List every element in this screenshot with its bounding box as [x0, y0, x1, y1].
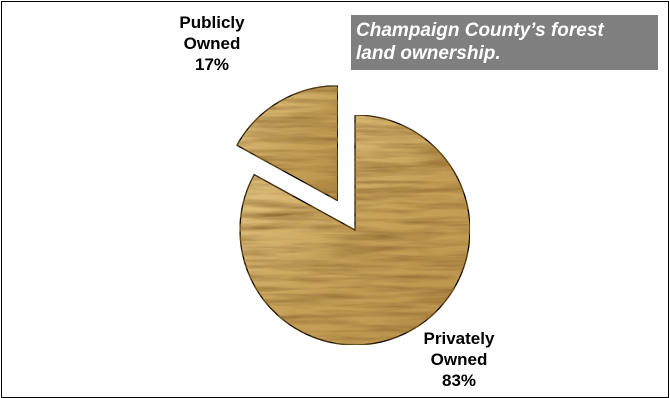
chart-title: Champaign County’s forest land ownership… — [351, 15, 658, 70]
slice-label-public-line-2: Owned — [183, 34, 241, 53]
slice-pct-private: 83% — [441, 371, 477, 390]
pie-slice-publicly-owned — [236, 85, 339, 202]
chart-title-line-1: Champaign County’s forest — [356, 20, 604, 41]
slice-label-private-line-1: Privately — [423, 329, 495, 348]
chart-title-line-2: land ownership. — [356, 43, 501, 64]
slice-label-public-line-1: Publicly — [179, 13, 245, 32]
slice-label-publicly-owned: Publicly Owned 17% — [153, 12, 271, 75]
slice-pct-public: 17% — [194, 55, 230, 74]
pie-slice-privately-owned — [239, 114, 471, 346]
slice-label-privately-owned: Privately Owned 83% — [404, 328, 514, 391]
slice-label-private-line-2: Owned — [430, 350, 488, 369]
